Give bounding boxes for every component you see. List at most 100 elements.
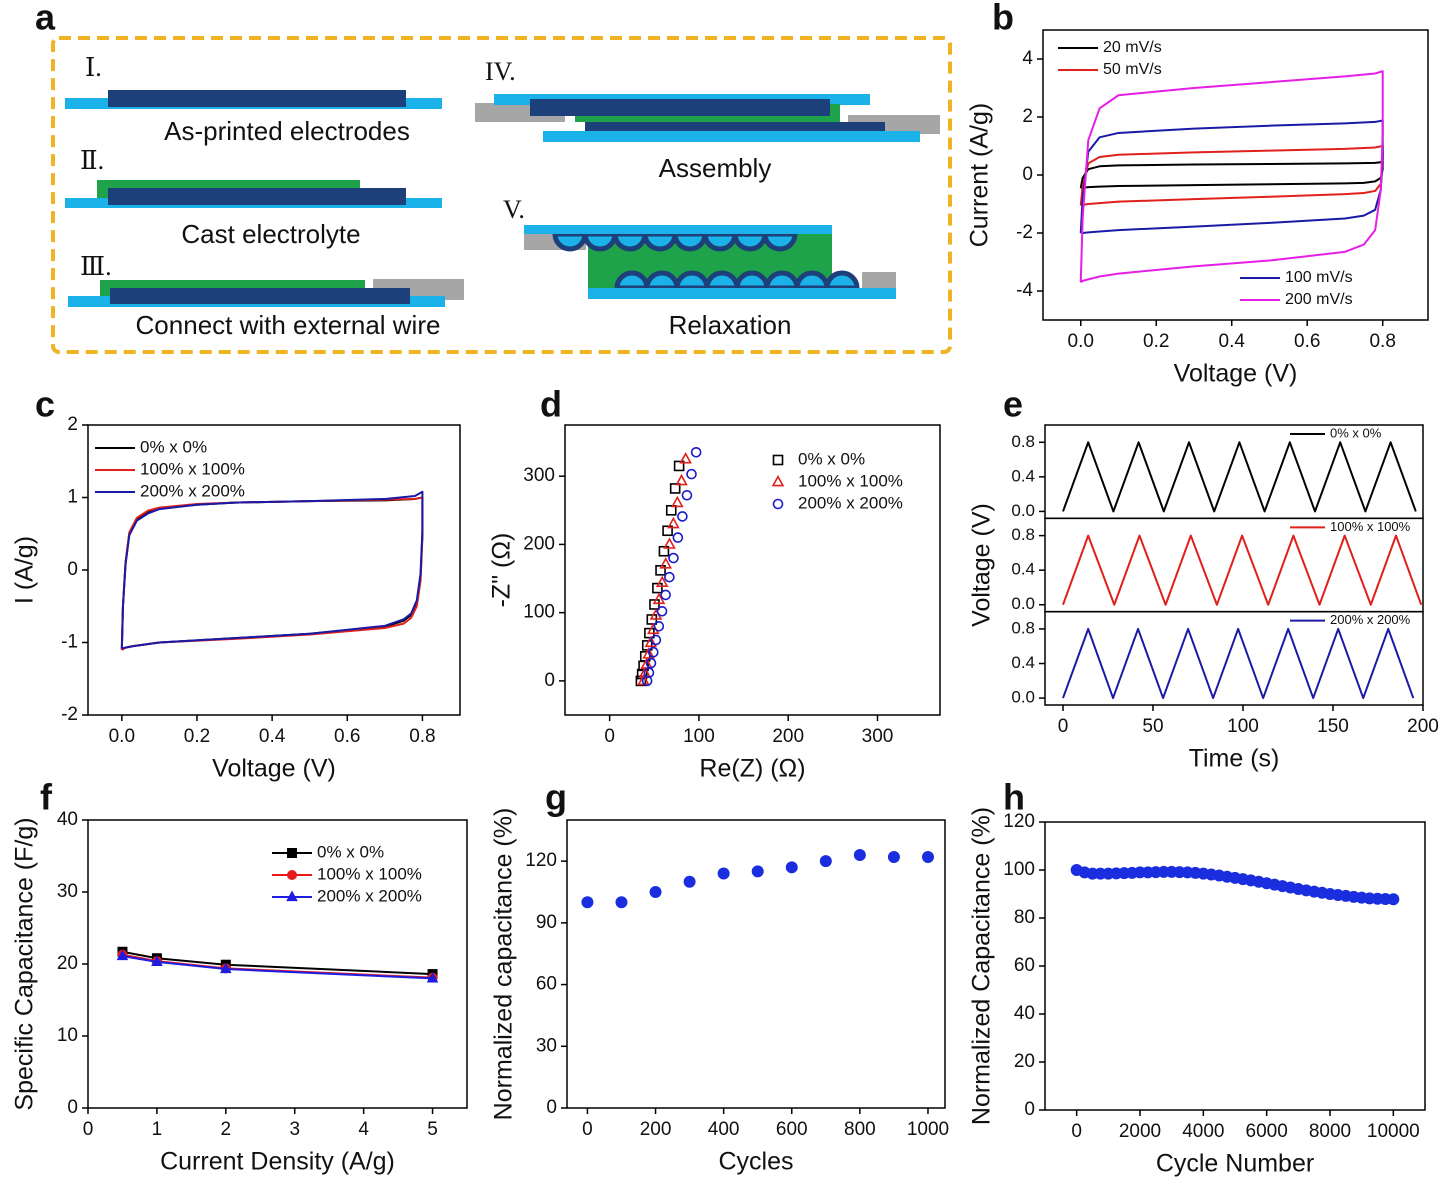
legend-label: 200% x 200% <box>317 886 422 905</box>
y-tick-label: 0.0 <box>1011 501 1035 520</box>
marker <box>615 896 628 909</box>
step-numeral: V. <box>503 195 525 224</box>
x-tick-label: 0.2 <box>1143 331 1169 352</box>
diagram-panel: a Ⅰ. As-printed electrodes Ⅱ. Cast elect… <box>35 0 952 354</box>
x-axis-title: Cycle Number <box>1156 1150 1314 1178</box>
plot-frame <box>564 424 941 716</box>
panel-label: g <box>545 777 567 818</box>
dashed-frame <box>51 36 952 354</box>
step-caption: Connect with external wire <box>136 310 441 340</box>
y-tick-label: 0 <box>67 1097 78 1118</box>
bump <box>734 270 770 291</box>
bump <box>614 270 650 291</box>
bump <box>794 270 830 291</box>
bump <box>702 231 738 252</box>
marker <box>672 532 684 543</box>
y-tick-label: 120 <box>1003 811 1035 832</box>
legend-label: 0% x 0% <box>140 437 207 456</box>
bump <box>762 231 798 252</box>
buckled-electrodes <box>552 231 860 291</box>
y-tick-label: 0.4 <box>1011 653 1035 672</box>
marker <box>652 592 666 605</box>
bump <box>672 231 708 252</box>
legend-label: 100% x 100% <box>798 471 903 490</box>
y-tick-label: 200 <box>523 533 555 554</box>
substrate <box>543 131 920 142</box>
x-tick-label: 200 <box>640 1119 672 1140</box>
y-tick-label: 0.0 <box>1011 688 1035 707</box>
legend-label: 20 mV/s <box>1103 39 1162 56</box>
substrate <box>524 225 832 234</box>
marker <box>771 474 785 487</box>
plot-frame <box>566 819 946 1109</box>
step-caption: Assembly <box>659 153 772 183</box>
marker <box>653 620 665 632</box>
marker <box>648 646 659 658</box>
marker <box>669 483 681 494</box>
y-axis-title: Specific Capacitance (F/g) <box>11 817 39 1110</box>
marker <box>664 571 675 583</box>
legend-label: 100% x 100% <box>317 864 422 883</box>
marker <box>667 516 680 529</box>
marker <box>650 634 662 646</box>
marker <box>286 890 298 902</box>
marker <box>751 865 764 878</box>
bump <box>552 231 588 252</box>
marker <box>662 525 673 537</box>
x-axis-title: Cycles <box>718 1148 793 1176</box>
y-tick-label: 0.4 <box>1011 466 1035 485</box>
y-tick-label: 0.0 <box>1011 594 1035 613</box>
x-tick-label: 4000 <box>1182 1121 1224 1142</box>
data-line <box>122 950 433 976</box>
x-axis-title: Current Density (A/g) <box>160 1148 395 1176</box>
marker <box>690 446 702 458</box>
y-axis-title: Current (A/g) <box>966 103 994 247</box>
marker <box>686 468 697 480</box>
panel-label: a <box>35 0 56 38</box>
marker <box>660 589 671 601</box>
electrode <box>110 288 410 304</box>
x-tick-label: 5 <box>427 1119 438 1140</box>
marker <box>785 861 798 874</box>
x-tick-label: 0 <box>582 1119 593 1140</box>
x-tick-label: 1000 <box>907 1119 949 1140</box>
data-line <box>120 490 424 650</box>
x-tick-label: 0 <box>1058 716 1069 737</box>
x-tick-label: 200 <box>1407 716 1439 737</box>
marker <box>652 582 663 594</box>
panel-label: b <box>992 0 1014 38</box>
y-tick-label: 0 <box>1024 1099 1035 1120</box>
panel-label: h <box>1003 777 1025 818</box>
y-tick-label: 0.8 <box>1011 618 1035 637</box>
x-tick-label: 8000 <box>1309 1121 1351 1142</box>
y-tick-label: -2 <box>1016 222 1033 243</box>
y-tick-label: 40 <box>57 809 78 830</box>
marker <box>887 851 900 864</box>
x-tick-label: 0 <box>604 726 615 747</box>
step-numeral: Ⅲ. <box>80 252 112 281</box>
marker <box>671 495 684 508</box>
step-numeral: Ⅰ. <box>85 53 102 82</box>
data-line <box>122 955 433 980</box>
x-tick-label: 0.8 <box>1369 331 1395 352</box>
x-axis-title: Voltage (V) <box>1174 360 1298 388</box>
legend-label: 50 mV/s <box>1103 61 1162 78</box>
y-tick-label: -1 <box>61 632 78 653</box>
marker <box>663 537 676 549</box>
y-tick-label: 100 <box>1003 859 1035 880</box>
y-tick-label: -4 <box>1016 280 1033 301</box>
y-axis-title: I (A/g) <box>11 536 39 604</box>
electrode <box>108 188 406 205</box>
y-tick-label: 30 <box>536 1035 557 1056</box>
x-tick-label: 0.6 <box>334 726 360 747</box>
marker <box>677 511 688 522</box>
legend-label: 200% x 200% <box>798 493 903 512</box>
x-tick-label: 50 <box>1142 716 1163 737</box>
marker <box>655 575 669 588</box>
y-tick-label: 300 <box>523 465 555 486</box>
y-tick-label: 0 <box>1022 164 1033 185</box>
panel-label: f <box>40 777 53 818</box>
substrate <box>588 288 896 299</box>
data-line <box>1062 534 1423 606</box>
bump <box>644 270 680 291</box>
